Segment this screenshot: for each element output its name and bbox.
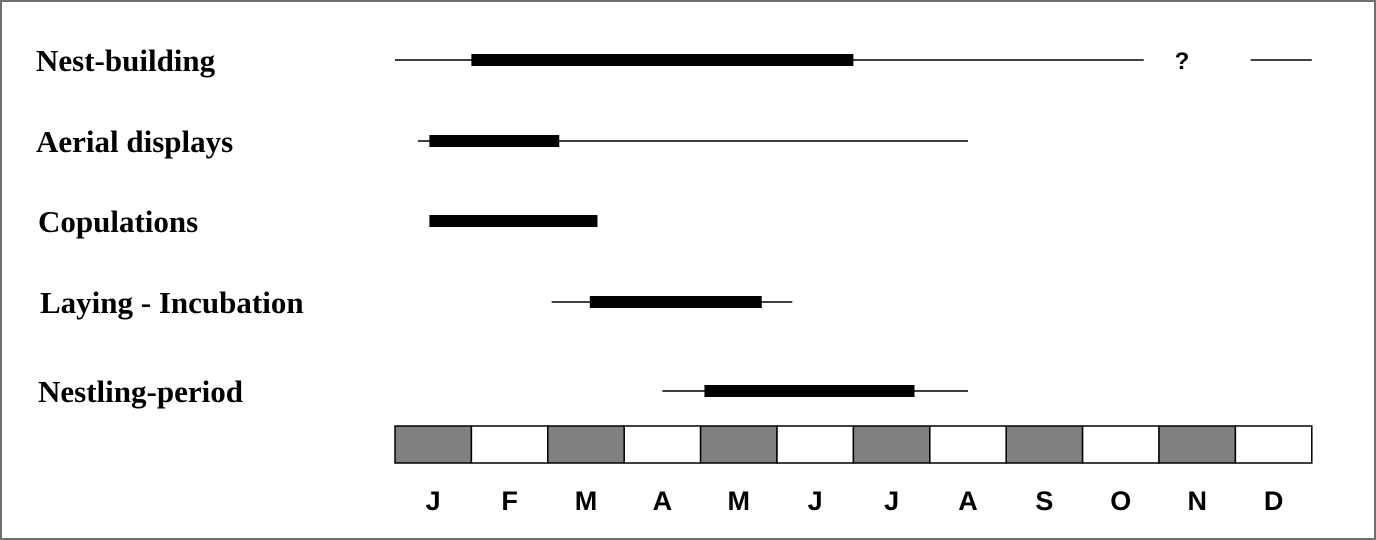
row-nest-building-thick-bar-0 bbox=[471, 54, 854, 66]
month-label-10: N bbox=[1187, 486, 1207, 516]
month-label-1: F bbox=[501, 486, 518, 516]
month-label-2: M bbox=[575, 486, 598, 516]
month-box-10 bbox=[1158, 425, 1237, 464]
month-box-11 bbox=[1234, 425, 1313, 464]
row-nest-building-label: Nest-building bbox=[36, 43, 216, 78]
month-label-6: J bbox=[884, 486, 899, 516]
month-label-4: M bbox=[728, 486, 751, 516]
month-label-0: J bbox=[426, 486, 441, 516]
month-box-0 bbox=[394, 425, 473, 464]
row-aerial-displays-thick-bar-0 bbox=[429, 135, 560, 147]
row-laying-incubation-thick-bar-0 bbox=[589, 296, 762, 308]
row-copulations-label: Copulations bbox=[38, 204, 198, 239]
month-label-7: A bbox=[958, 486, 978, 516]
row-nestling-period-label: Nestling-period bbox=[38, 374, 243, 409]
month-box-3 bbox=[623, 425, 702, 464]
month-box-9 bbox=[1081, 425, 1160, 464]
month-box-5 bbox=[776, 425, 855, 464]
month-label-8: S bbox=[1035, 486, 1053, 516]
month-box-7 bbox=[929, 425, 1007, 464]
row-laying-incubation-label: Laying - Incubation bbox=[40, 285, 304, 320]
row-copulations-thick-bar-0 bbox=[429, 215, 598, 227]
row-aerial-displays-label: Aerial displays bbox=[36, 124, 233, 159]
month-box-4 bbox=[699, 425, 778, 464]
month-label-9: O bbox=[1110, 486, 1131, 516]
month-box-2 bbox=[547, 425, 625, 464]
month-label-11: D bbox=[1264, 486, 1284, 516]
month-box-8 bbox=[1005, 425, 1084, 464]
month-label-3: A bbox=[653, 486, 673, 516]
month-box-1 bbox=[470, 425, 549, 464]
row-nest-building-annotation-0: ? bbox=[1175, 48, 1190, 75]
month-box-6 bbox=[852, 425, 931, 464]
row-nestling-period-thick-bar-0 bbox=[704, 385, 915, 397]
month-label-5: J bbox=[808, 486, 823, 516]
